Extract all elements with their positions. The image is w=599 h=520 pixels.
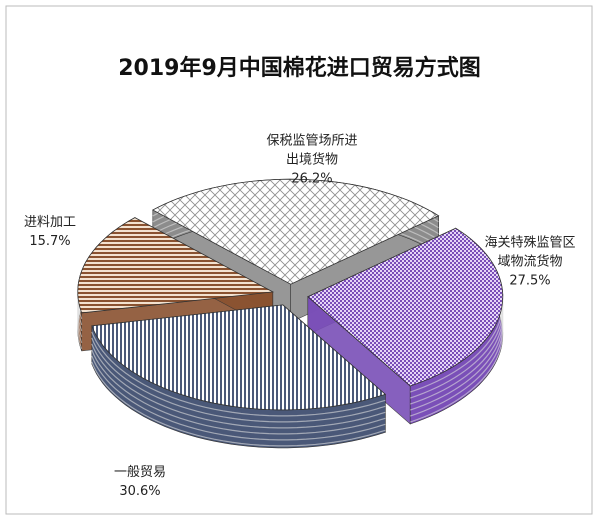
value-label: 26.2% bbox=[291, 171, 333, 187]
slice bbox=[91, 304, 387, 411]
chart-title: 2019年9月中国棉花进口贸易方式图 bbox=[118, 56, 481, 81]
category-label: 海关特殊监管区域物流货物 bbox=[484, 235, 576, 270]
slice-label: 海关特殊监管区域物流货物 27.5% bbox=[484, 234, 576, 291]
category-label: 进料加工 bbox=[23, 215, 76, 230]
value-label: 27.5% bbox=[509, 273, 551, 289]
value-label: 30.6% bbox=[119, 484, 161, 499]
slice-label: 进料加工 15.7% bbox=[4, 213, 96, 251]
category-label: 一般贸易 bbox=[113, 465, 166, 480]
slice-label: 保税监管场所进出境货物 26.2% bbox=[266, 132, 358, 189]
slice bbox=[77, 217, 275, 314]
slice bbox=[151, 178, 440, 285]
slice bbox=[307, 227, 504, 387]
value-label: 15.7% bbox=[29, 234, 71, 249]
slice-label: 一般贸易 30.6% bbox=[94, 463, 186, 501]
category-label: 保税监管场所进出境货物 bbox=[266, 133, 358, 168]
